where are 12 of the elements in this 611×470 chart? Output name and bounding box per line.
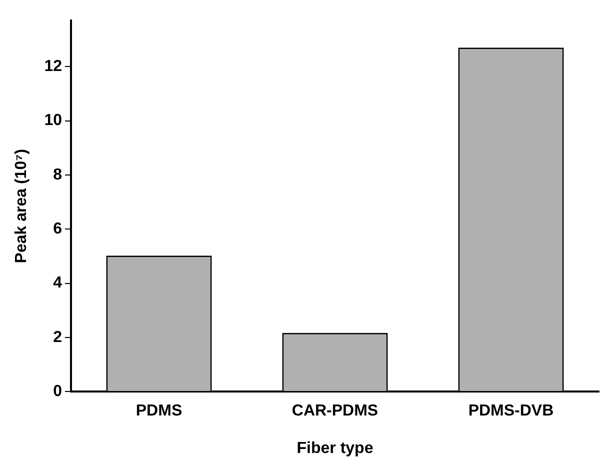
x-tick-label: PDMS: [136, 402, 182, 420]
y-tick-label: 4: [53, 274, 62, 292]
x-axis-title: Fiber type: [296, 440, 374, 457]
x-tick-label: CAR-PDMS: [292, 402, 378, 420]
y-axis-title: Peak area (10⁷): [13, 148, 30, 264]
x-tick-label: PDMS-DVB: [468, 402, 554, 420]
y-tick-label: 0: [53, 383, 62, 400]
y-tick-label: 8: [53, 166, 62, 184]
y-tick-label: 6: [53, 220, 62, 238]
y-tick-label: 12: [44, 58, 62, 76]
y-tick-label: 2: [53, 328, 62, 346]
y-tick-label: 10: [44, 112, 62, 130]
